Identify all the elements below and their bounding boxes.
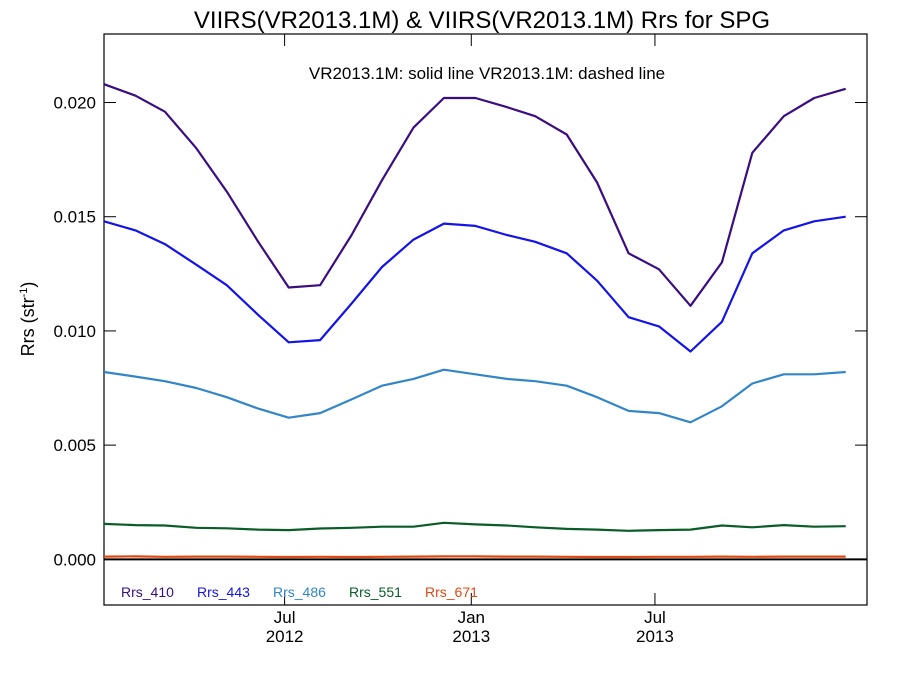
legend-item-rrs-410: Rrs_410	[121, 584, 174, 600]
x-tick-label-month: Jul	[274, 608, 296, 627]
series-line-rrs-551	[103, 521, 846, 532]
legend-item-rrs-486: Rrs_486	[273, 584, 326, 600]
y-axis-label-main: Rrs (str	[18, 297, 38, 356]
y-tick-label: 0.000	[53, 550, 96, 569]
y-axis-label: Rrs (str-1)	[18, 282, 38, 357]
y-tick-label: 0.010	[53, 322, 96, 341]
legend-item-rrs-551: Rrs_551	[349, 584, 402, 600]
series-line-rrs-443	[103, 215, 846, 353]
y-tick-label: 0.005	[53, 436, 96, 455]
series-line-rrs-671	[103, 555, 846, 559]
y-tick-label: 0.020	[53, 94, 96, 113]
series-lines	[103, 83, 847, 559]
y-tick-label: 0.015	[53, 208, 96, 227]
series-line-rrs-410	[103, 83, 847, 307]
x-tick-label-year: 2013	[636, 627, 674, 646]
chart-title: VIIRS(VR2013.1M) & VIIRS(VR2013.1M) Rrs …	[194, 7, 770, 34]
x-tick-label-year: 2013	[452, 627, 490, 646]
x-tick-label-year: 2012	[266, 627, 304, 646]
plot-frame	[103, 33, 868, 606]
x-tick-label-month: Jul	[644, 608, 666, 627]
legend-item-rrs-443: Rrs_443	[197, 584, 250, 600]
series-line-rrs-486	[103, 368, 846, 424]
y-axis-label-close: )	[18, 282, 38, 288]
x-tick-label-month: Jan	[458, 608, 485, 627]
legend-item-rrs-671: Rrs_671	[425, 584, 478, 600]
y-axis-label-sup: -1	[18, 288, 30, 298]
y-axis: 0.000 0.005 0.010 0.015 0.020	[53, 94, 867, 569]
chart-annotation: VR2013.1M: solid line VR2013.1M: dashed …	[309, 64, 665, 83]
legend: Rrs_410 Rrs_443 Rrs_486 Rrs_551 Rrs_671	[121, 584, 478, 600]
